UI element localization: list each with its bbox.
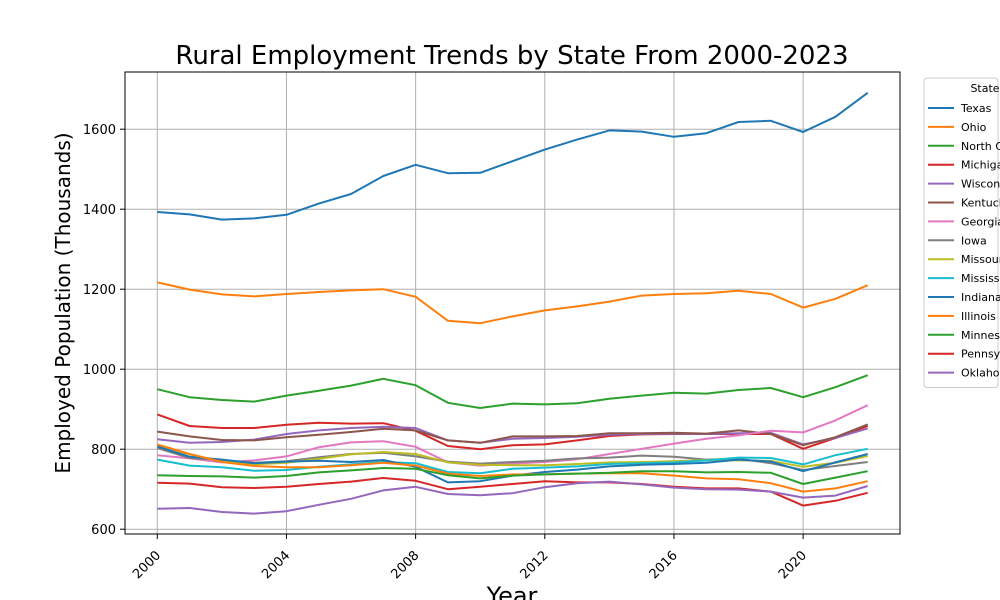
legend-label: Indiana <box>961 291 1000 304</box>
y-tick-label: 800 <box>91 443 116 458</box>
y-tick-label: 1200 <box>83 283 116 298</box>
series-line <box>157 423 869 447</box>
y-tick-label: 1600 <box>83 123 116 138</box>
legend: State Texas Ohio North Carolina Michigan Wis… <box>923 77 1000 388</box>
grid-lines <box>125 72 900 534</box>
y-tick-label: 1000 <box>83 363 116 378</box>
series-line <box>157 91 869 221</box>
series-line <box>157 374 869 409</box>
x-tick-label: 2012 <box>518 548 552 582</box>
x-tick-label: 2000 <box>130 548 164 582</box>
series-line <box>157 480 868 515</box>
legend-label: Pennsylvania <box>961 348 1000 361</box>
legend-title: State <box>970 82 999 95</box>
legend-label: Michigan <box>961 159 1000 172</box>
legend-label: Iowa <box>961 234 987 247</box>
legend-label: North Carolina <box>961 140 1000 153</box>
legend-label: Texas <box>960 102 992 115</box>
x-axis: 2000 2004 2008 2012 2016 2020 <box>130 534 810 582</box>
legend-box <box>923 77 999 388</box>
y-axis: 600 800 1000 1200 1400 1600 <box>83 123 125 538</box>
legend-label: Georgia <box>961 215 1000 228</box>
x-tick-label: 2008 <box>388 548 422 582</box>
x-axis-title: Year <box>486 582 538 600</box>
series-lines <box>156 91 869 515</box>
series-line <box>157 443 868 493</box>
x-tick-label: 2004 <box>259 548 293 582</box>
y-tick-label: 1400 <box>83 203 116 218</box>
x-tick-label: 2016 <box>647 548 681 582</box>
legend-label: Minnesota <box>961 329 1000 342</box>
y-tick-label: 600 <box>91 523 116 538</box>
legend-label: Ohio <box>961 121 987 134</box>
series-line <box>157 281 869 325</box>
legend-label: Oklahoma <box>961 367 1000 380</box>
legend-label: Kentucky <box>961 197 1000 210</box>
series-line <box>157 447 868 475</box>
series-line <box>157 467 868 485</box>
legend-items: Texas Ohio North Carolina Michigan Wisconsin… <box>928 102 1000 380</box>
chart-title: Rural Employment Trends by State From 20… <box>175 41 848 71</box>
legend-label: Mississippi <box>961 272 1000 285</box>
plot-frame <box>124 71 901 535</box>
legend-label: Wisconsin <box>961 178 1000 191</box>
series-line <box>157 404 869 467</box>
legend-label: Illinois <box>961 310 996 323</box>
y-axis-title: Employed Population (Thousands) <box>51 132 75 473</box>
legend-label: Missouri <box>961 253 1000 266</box>
x-tick-label: 2020 <box>776 548 810 582</box>
